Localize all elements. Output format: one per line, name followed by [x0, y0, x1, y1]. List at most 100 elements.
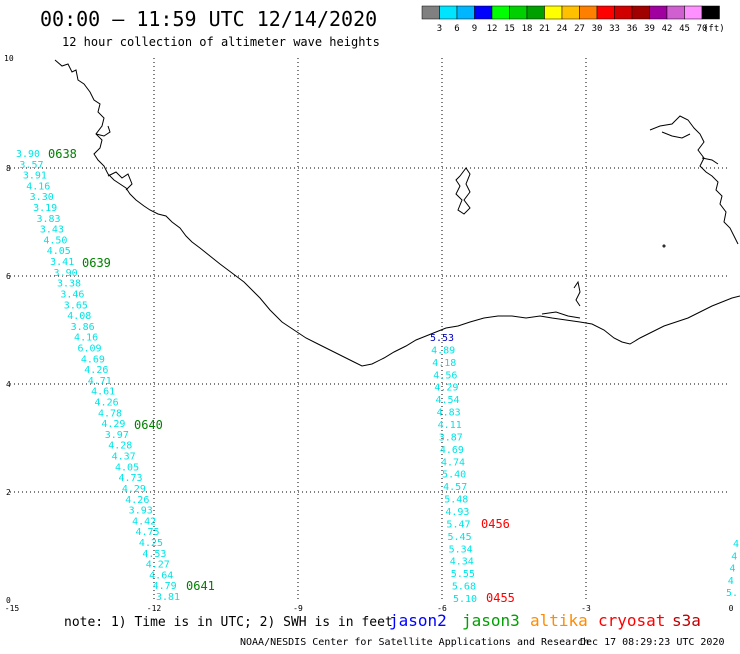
swh-value: 3.87 [439, 432, 463, 443]
legend-label: 42 [662, 24, 673, 34]
swh-value: 4.79 [153, 581, 177, 592]
swh-value: 3.57 [19, 160, 43, 171]
legend-label: 33 [609, 24, 620, 34]
legend-color-swatch [491, 5, 510, 20]
swh-value: 5.10 [453, 594, 477, 605]
swh-value: 4.26 [84, 365, 108, 376]
legend-color-swatch [684, 5, 703, 20]
swh-value: 4.29 [434, 383, 458, 394]
x-tick-label: -15 [5, 604, 20, 613]
x-tick-label: -3 [581, 604, 591, 613]
coastline-northeast [649, 115, 739, 245]
legend-color-swatch [701, 5, 720, 20]
island-marker [662, 244, 666, 248]
coastline-fragment [573, 280, 581, 307]
y-tick-label: 0 [6, 596, 11, 605]
legend-label: 24 [557, 24, 568, 34]
legend-color-swatch [544, 5, 563, 20]
swh-value: 4.05 [115, 462, 139, 473]
legend-label: 6 [454, 24, 459, 34]
swh-value: 4.74 [441, 457, 465, 468]
footer-note: note: 1) Time is in UTC; 2) SWH is in fe… [64, 615, 393, 630]
map-title: 00:00 – 11:59 UTC 12/14/2020 [40, 7, 377, 31]
swh-value: 4.16 [74, 333, 98, 344]
swh-value: 3.30 [30, 192, 54, 203]
y-tick-label: 8 [6, 164, 11, 173]
swh-value: 4.69 [440, 445, 464, 456]
legend-label: 18 [522, 24, 533, 34]
pass-time-label: 0640 [134, 418, 163, 432]
swh-value: 3.93 [129, 506, 153, 517]
legend-label: 12 [487, 24, 498, 34]
legend-label: 15 [504, 24, 515, 34]
coastline-estuary [107, 171, 133, 191]
legend-color-swatch [561, 5, 580, 20]
legend-color-swatch [614, 5, 633, 20]
pass-time-label: 0455 [486, 591, 515, 605]
legend-color-swatch [579, 5, 598, 20]
swh-value: 4.93 [445, 507, 469, 518]
swh-value: 3.46 [60, 289, 84, 300]
coastline-northeast-bay [701, 157, 719, 165]
legend-color-swatch [421, 5, 440, 20]
pass-time-label: 0638 [48, 147, 77, 161]
swh-value: 4.25 [139, 538, 163, 549]
swh-value: 5.47 [446, 519, 470, 530]
swh-value: 3.90 [16, 149, 40, 160]
legend-color-swatch [649, 5, 668, 20]
legend-color-swatch [526, 5, 545, 20]
generation-timestamp: Dec 17 08:29:23 UTC 2020 [580, 637, 725, 648]
y-tick-label: 6 [6, 272, 11, 281]
swh-value: 4.71 [88, 376, 112, 387]
legend-label: 21 [539, 24, 550, 34]
credit-line: NOAA/NESDIS Center for Satellite Applica… [240, 637, 589, 648]
satellite-tracks: 3.903.573.914.163.303.193.833.434.504.05… [16, 147, 739, 605]
coastline-inlet [541, 311, 581, 319]
swh-value: 4.29 [101, 419, 125, 430]
satellite-name-jason3: jason3 [462, 611, 520, 630]
swh-value: 4.54 [435, 395, 459, 406]
coastline [54, 59, 740, 367]
swh-value: 5.45 [448, 532, 472, 543]
satellite-name-s3a: s3a [672, 611, 701, 630]
legend-label: 39 [644, 24, 655, 34]
lake-shore [455, 167, 471, 215]
legend-label: 30 [592, 24, 603, 34]
swh-value: 4.64 [149, 570, 173, 581]
map-subtitle: 12 hour collection of altimeter wave hei… [62, 35, 380, 49]
legend-color-swatch [474, 5, 493, 20]
coastline-river-mouth [95, 125, 111, 137]
legend-label: 70 [697, 24, 708, 34]
swh-value: 4 [733, 539, 739, 550]
x-tick-label: -6 [437, 604, 447, 613]
swh-value: 3.86 [71, 322, 95, 333]
swh-value: 3.41 [50, 257, 74, 268]
swh-value: 4.26 [95, 398, 119, 409]
legend-unit: (ft) [703, 24, 725, 34]
coastline-northeast-inner [661, 131, 691, 139]
swh-value: 4.89 [431, 345, 455, 356]
swh-value: 4.29 [122, 484, 146, 495]
legend-label: 3 [437, 24, 442, 34]
swh-value: 4.78 [98, 408, 122, 419]
swh-value: 4.73 [118, 473, 142, 484]
wave-height-color-legend: 3 6 9 12 15 18 21 24 27 30 33 36 39 42 45 70 [421, 5, 720, 34]
swh-value: 5.53 [430, 333, 454, 344]
swh-value: 4.05 [47, 246, 71, 257]
swh-value: 5.55 [451, 569, 475, 580]
y-axis: 0 2 4 6 8 10 [4, 54, 14, 605]
swh-value: 3.81 [156, 592, 180, 603]
pass-time-label: 0641 [186, 579, 215, 593]
x-tick-label: -12 [147, 604, 162, 613]
legend-color-swatch [456, 5, 475, 20]
y-tick-label: 10 [4, 54, 14, 63]
legend-label: 36 [627, 24, 638, 34]
swh-value: 4.27 [146, 560, 170, 571]
swh-value: 4 [731, 551, 737, 562]
y-tick-label: 2 [6, 488, 11, 497]
satellite-name-altika: altika [530, 611, 588, 630]
swh-value: 4.69 [81, 354, 105, 365]
swh-value: 4.16 [26, 181, 50, 192]
swh-value: 3.91 [23, 171, 47, 182]
